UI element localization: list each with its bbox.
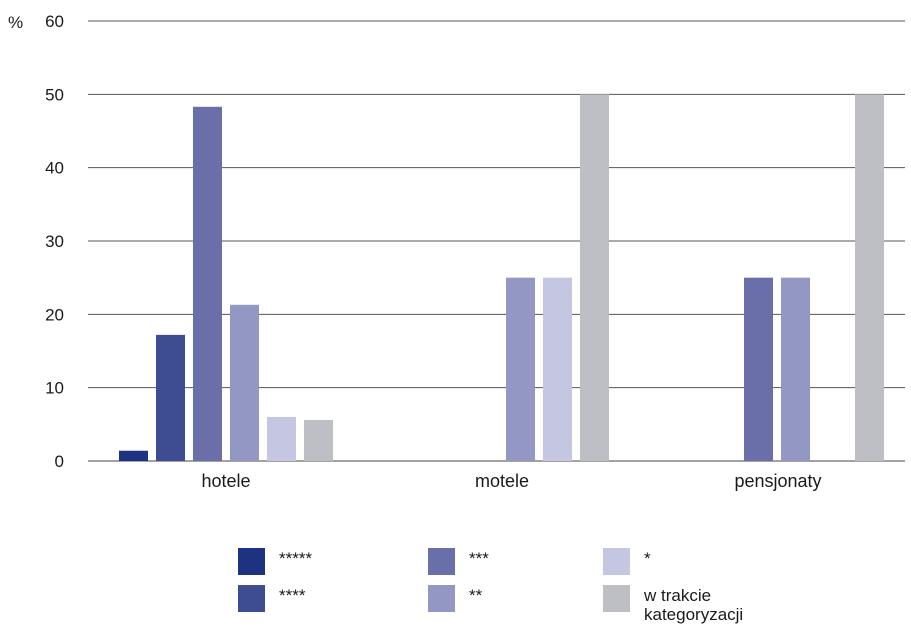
bar [230, 304, 259, 461]
y-tick-label: 30 [45, 232, 64, 251]
y-tick-label: 40 [45, 159, 64, 178]
bars [119, 94, 884, 462]
bar [267, 417, 296, 461]
legend-item-5-stars: ***** [238, 548, 429, 575]
bar [580, 94, 609, 461]
x-category-label: hotele [201, 471, 250, 491]
legend: ***** **** *** ** * w trakcie kategoryza… [238, 548, 743, 630]
bar [744, 277, 773, 461]
legend-item-4-stars: **** [238, 585, 429, 612]
legend-item-in-categorization: w trakcie kategoryzacji [603, 585, 794, 624]
gridlines [88, 20, 905, 462]
legend-item-3-stars: *** [428, 548, 619, 575]
legend-label: **** [279, 586, 306, 605]
y-tick-label: 20 [45, 305, 64, 324]
legend-swatch [238, 585, 265, 612]
x-axis-categories: hotele motele pensjonaty [201, 471, 821, 491]
bar [193, 106, 222, 462]
legend-swatch [428, 548, 455, 575]
y-tick-label: 60 [45, 12, 64, 31]
bar [119, 450, 148, 461]
bar [304, 419, 333, 461]
legend-label: * [644, 549, 651, 568]
bar [855, 94, 884, 461]
legend-swatch [603, 548, 630, 575]
legend-item-2-stars: ** [428, 585, 619, 612]
x-category-label: pensjonaty [734, 471, 821, 491]
bar [781, 277, 810, 461]
legend-label: w trakcie kategoryzacji [644, 586, 744, 624]
y-axis-unit-label: % [8, 13, 23, 32]
legend-label: *** [469, 549, 489, 568]
legend-swatch [428, 585, 455, 612]
legend-swatch [238, 548, 265, 575]
legend-label: ** [469, 586, 483, 605]
legend-label: ***** [279, 549, 313, 568]
bar [543, 277, 572, 461]
bar [156, 334, 185, 461]
bar-chart: % 0 10 20 30 40 50 60 hotele motele pensjonaty [8, 12, 905, 491]
x-category-label: motele [475, 471, 529, 491]
y-tick-label: 50 [45, 85, 64, 104]
legend-swatch [603, 585, 630, 612]
y-tick-label: 10 [45, 379, 64, 398]
legend-item-1-star: * [603, 548, 794, 575]
bar [506, 277, 535, 461]
y-axis-ticks: 0 10 20 30 40 50 60 [45, 12, 64, 471]
y-tick-label: 0 [55, 452, 64, 471]
